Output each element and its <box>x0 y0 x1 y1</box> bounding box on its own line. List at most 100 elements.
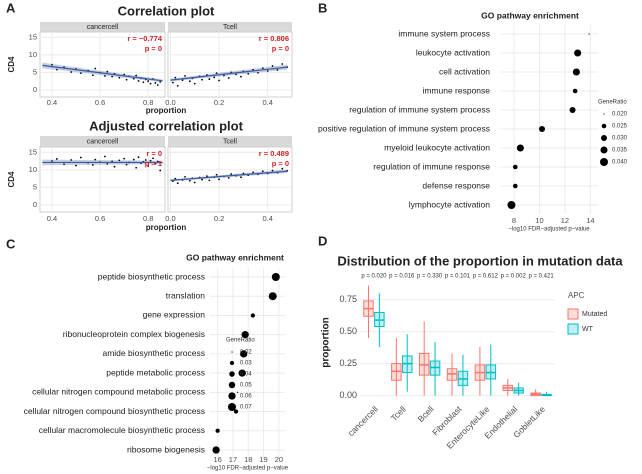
point <box>201 178 203 181</box>
point <box>154 162 157 165</box>
x-tick-label: 8 <box>512 216 516 225</box>
legend-label: 0.02 <box>240 350 252 356</box>
y-tick-label: 15 <box>29 32 37 41</box>
point <box>281 167 284 170</box>
y-tick-label: cellular nitrogen compound biosynthetic … <box>24 406 205 416</box>
y-axis-label: proportion <box>321 317 332 368</box>
point <box>206 175 208 178</box>
x-tick-label: 17 <box>229 455 237 464</box>
facet-strip <box>40 136 165 147</box>
point <box>137 79 140 82</box>
x-tick-label: 16 <box>213 455 221 464</box>
annotation: r = 0 <box>146 149 162 158</box>
point <box>70 159 73 161</box>
p-value: p = 0.020 <box>361 274 387 280</box>
dot <box>268 292 277 301</box>
x-tick-label: 18 <box>244 455 252 464</box>
dot <box>507 201 516 209</box>
dot <box>236 391 239 393</box>
x-tick-label: 20 <box>275 455 283 464</box>
point <box>51 63 53 66</box>
annotation: p = 0 <box>272 159 289 168</box>
legend-title: APC <box>568 291 585 300</box>
dot <box>271 273 280 281</box>
y-tick-label: 5 <box>33 67 37 76</box>
panel-label: A <box>6 0 16 15</box>
p-value: p = 0.421 <box>528 274 554 280</box>
point <box>174 76 177 79</box>
panel-label: C <box>6 236 16 251</box>
legend-key <box>231 351 233 353</box>
point <box>156 84 159 86</box>
x-tick-label: 0.4 <box>47 214 57 223</box>
point <box>223 74 225 77</box>
point <box>135 166 138 169</box>
dot <box>572 88 578 94</box>
point <box>174 177 177 180</box>
facet-label: cancercell <box>87 24 119 31</box>
legend-label: 0.05 <box>240 383 252 389</box>
point <box>240 75 242 78</box>
legend-title: GeneRatio <box>598 100 627 106</box>
y-tick-label: 0 <box>33 200 37 209</box>
y-tick-label: cellular nitrogen compound metabolic pro… <box>32 387 205 397</box>
point <box>159 169 162 172</box>
point <box>206 73 208 76</box>
point <box>55 158 58 160</box>
point <box>230 173 233 175</box>
y-tick-label: immune response <box>422 85 490 95</box>
legend-key <box>228 381 236 389</box>
chart-title: Correlation plot <box>118 3 215 18</box>
y-tick-label: translation <box>166 290 205 300</box>
point <box>257 71 259 74</box>
point <box>149 159 152 162</box>
legend-key <box>603 113 605 115</box>
y-axis-label: CD4 <box>7 171 16 188</box>
point <box>106 162 109 165</box>
point <box>261 67 264 70</box>
annotation: r = 0.806 <box>259 34 289 43</box>
point <box>79 156 82 159</box>
dot <box>241 331 249 339</box>
point <box>91 164 94 166</box>
point <box>208 179 211 182</box>
legend-label: 0.020 <box>612 112 628 118</box>
y-tick-label: peptide biosynthetic process <box>98 271 205 281</box>
y-tick-label: myeloid leukocyte activation <box>384 142 490 152</box>
x-tick-label: 10 <box>535 216 543 225</box>
legend-label: Mutated <box>582 311 607 318</box>
y-tick-label: 0.50 <box>339 326 357 336</box>
point <box>149 82 152 85</box>
point <box>261 170 264 173</box>
point <box>123 73 126 76</box>
annotation: p = 0 <box>145 44 162 53</box>
y-tick-label: ribonucleoprotein complex biogenesis <box>63 329 205 339</box>
dot <box>588 33 590 35</box>
point <box>184 75 186 77</box>
legend-key <box>601 123 607 129</box>
dot <box>512 183 518 189</box>
legend-key <box>229 371 235 377</box>
chart-title: GO pathway enrichment <box>186 252 284 262</box>
x-tick-label: 0.0 <box>165 98 175 107</box>
y-tick-label: leukocyte activation <box>416 47 490 57</box>
dot <box>233 409 239 414</box>
legend-label: 0.025 <box>612 124 628 130</box>
point <box>252 171 254 174</box>
point <box>137 156 140 159</box>
point <box>218 79 220 82</box>
facet-label: Tcell <box>223 138 237 145</box>
y-tick-label: cellular macromolecule biosynthetic proc… <box>39 425 205 435</box>
point <box>144 159 147 161</box>
point <box>176 182 179 185</box>
x-tick-label: 14 <box>586 216 594 225</box>
x-tick-label: 0.4 <box>47 98 57 107</box>
y-tick-label: regulation of immune response <box>373 161 490 171</box>
legend-key <box>228 403 236 411</box>
x-axis-label: proportion <box>146 106 187 115</box>
y-axis-label: CD4 <box>7 56 16 73</box>
point <box>132 158 135 161</box>
y-tick-label: 5 <box>33 182 37 191</box>
x-tick-label: 0.8 <box>143 98 153 107</box>
point <box>147 80 150 83</box>
